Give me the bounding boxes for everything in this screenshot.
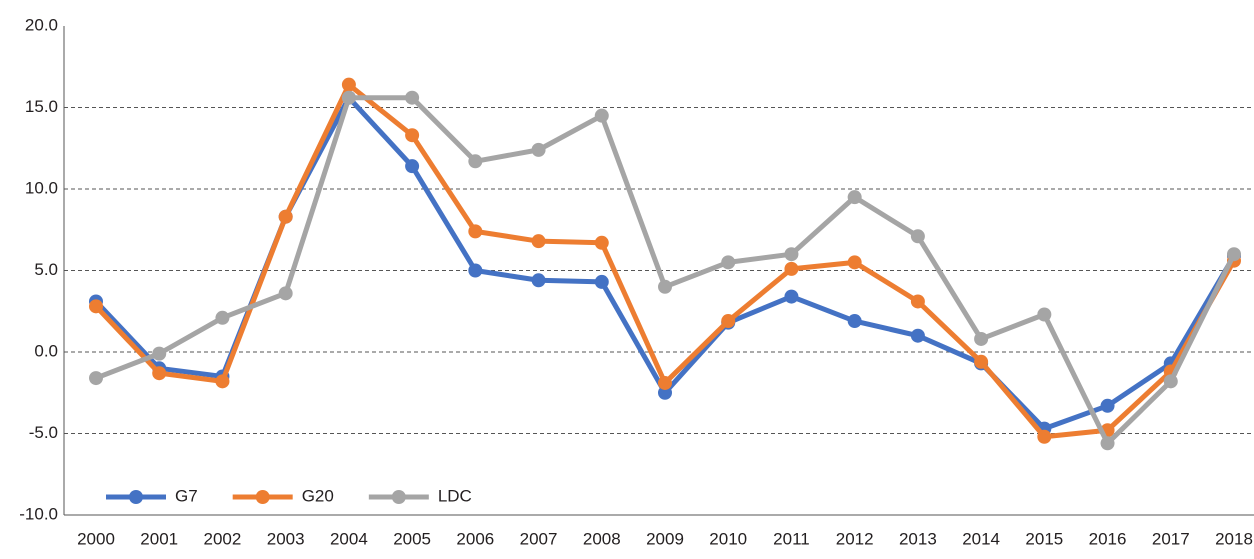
data-point <box>89 371 103 386</box>
data-point <box>152 346 167 361</box>
data-point <box>910 328 925 343</box>
data-point <box>531 273 546 288</box>
legend-marker <box>391 490 406 504</box>
y-tick-label: 15.0 <box>25 97 58 116</box>
data-point <box>1100 436 1115 451</box>
data-point <box>1100 398 1115 413</box>
x-tick-label: 2005 <box>393 529 431 548</box>
x-tick-label: 2013 <box>899 529 937 548</box>
data-point <box>721 255 736 270</box>
data-point <box>1163 374 1178 389</box>
x-tick-label: 2009 <box>646 529 684 548</box>
legend-marker <box>255 490 270 504</box>
data-point <box>278 286 293 301</box>
data-point <box>910 294 925 309</box>
data-point <box>658 279 672 294</box>
data-point <box>594 274 609 289</box>
y-tick-label: 5.0 <box>34 260 58 279</box>
x-tick-label: 2015 <box>1025 529 1063 548</box>
x-tick-label: 2008 <box>583 529 621 548</box>
data-point <box>721 314 736 329</box>
legend-label: G20 <box>302 486 334 505</box>
y-tick-label: -10.0 <box>19 504 58 523</box>
x-tick-label: 2011 <box>773 529 810 548</box>
data-point <box>468 224 483 239</box>
x-tick-label: 2014 <box>962 529 1000 548</box>
x-tick-label: 2018 <box>1215 529 1253 548</box>
data-point <box>784 261 799 276</box>
data-point <box>405 159 420 174</box>
data-point <box>847 314 862 329</box>
data-point <box>468 154 483 169</box>
data-point <box>974 354 989 369</box>
legend-marker <box>129 490 143 504</box>
data-point <box>658 385 672 400</box>
y-tick-label: 10.0 <box>25 178 58 197</box>
y-tick-label: -5.0 <box>29 423 58 442</box>
data-point <box>215 310 230 325</box>
x-tick-label: 2010 <box>709 529 747 548</box>
x-tick-label: 2006 <box>456 529 494 548</box>
x-tick-label: 2000 <box>77 529 115 548</box>
x-tick-label: 2012 <box>836 529 874 548</box>
data-point <box>974 331 989 346</box>
legend-label: G7 <box>175 486 198 505</box>
data-point <box>468 263 483 278</box>
data-point <box>594 108 609 123</box>
data-point <box>847 190 862 205</box>
x-tick-label: 2016 <box>1089 529 1127 548</box>
y-tick-label: 0.0 <box>34 341 58 360</box>
x-tick-label: 2007 <box>520 529 558 548</box>
data-point <box>405 128 420 143</box>
data-point <box>89 299 103 314</box>
x-tick-label: 2004 <box>330 529 368 548</box>
data-point <box>341 90 356 105</box>
data-point <box>278 209 293 224</box>
legend-label: LDC <box>438 486 472 505</box>
data-point <box>784 247 799 262</box>
x-tick-label: 2003 <box>267 529 305 548</box>
data-point <box>1037 307 1052 322</box>
data-point <box>215 374 230 389</box>
data-point <box>531 234 546 249</box>
data-point <box>1037 429 1052 444</box>
data-point <box>1227 247 1241 262</box>
data-point <box>341 77 356 92</box>
data-point <box>658 375 672 390</box>
x-tick-label: 2017 <box>1152 529 1190 548</box>
x-tick-label: 2002 <box>204 529 242 548</box>
data-point <box>531 142 546 157</box>
data-point <box>910 229 925 244</box>
data-point <box>847 255 862 270</box>
data-point <box>405 90 420 105</box>
x-tick-label: 2001 <box>140 529 178 548</box>
data-point <box>594 235 609 250</box>
data-point <box>152 366 167 381</box>
data-point <box>784 289 799 304</box>
y-tick-label: 20.0 <box>25 15 58 34</box>
